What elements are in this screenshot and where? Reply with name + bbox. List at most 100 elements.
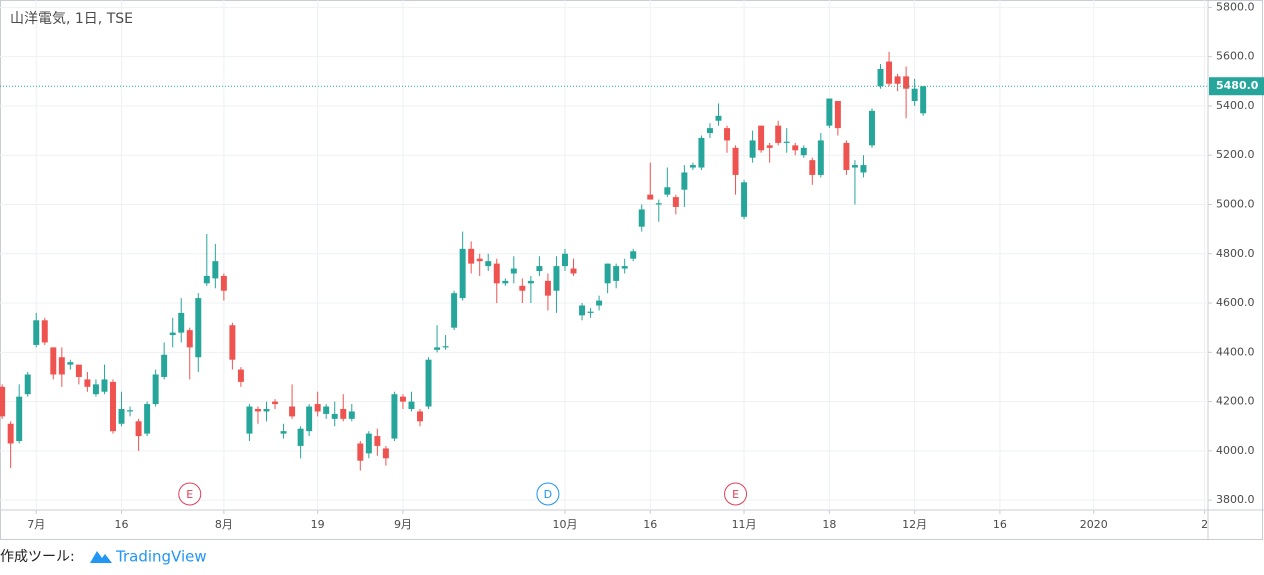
candle-body (843, 142, 850, 170)
candle-body (655, 203, 662, 205)
x-tick-label: 7月 (27, 518, 45, 531)
candle-body (434, 347, 441, 350)
candle-body (451, 293, 458, 328)
candle-body (399, 396, 406, 402)
candle-body (84, 379, 91, 387)
candle-body (212, 261, 219, 279)
candle-body (101, 379, 108, 392)
candle-body (613, 266, 620, 281)
x-tick-label: 10月 (552, 518, 577, 531)
grid (0, 0, 1208, 510)
candle-body (817, 140, 824, 175)
candle-body (50, 347, 57, 375)
candle-body (203, 275, 210, 284)
candle-body (706, 128, 713, 134)
candle-body (741, 182, 748, 217)
y-tick-label: 5800.0 (1216, 0, 1255, 13)
candle-body (331, 413, 338, 419)
candle-body (834, 101, 841, 129)
candle-body (75, 364, 82, 377)
candle-body (869, 110, 875, 146)
candle-body (553, 266, 560, 291)
x-tick-label: 16 (993, 518, 1007, 531)
candle-body (792, 145, 799, 151)
candle-body (911, 88, 918, 102)
x-tick-label: 12月 (902, 518, 927, 531)
event-label: D (544, 488, 552, 501)
candle-body (758, 125, 765, 151)
candle-body (596, 300, 603, 306)
chart-title: 山洋電気, 1日, TSE (10, 11, 133, 27)
candle-body (630, 251, 637, 259)
event-marker (178, 482, 202, 506)
candle-body (41, 320, 48, 343)
candle-body (289, 406, 296, 417)
candle-body (391, 394, 398, 439)
candle-body (110, 381, 116, 432)
event-label: E (732, 488, 739, 501)
candle-body (851, 165, 858, 168)
x-tick-label: 11月 (732, 518, 757, 531)
x-tick-label: 19 (311, 518, 325, 531)
candle-body (877, 68, 884, 87)
y-tick-label: 5000.0 (1216, 197, 1255, 210)
candle-body (647, 194, 654, 200)
candle-body (382, 448, 389, 459)
candle-body (638, 209, 645, 227)
candle-body (783, 141, 790, 143)
candle-body (664, 187, 671, 195)
x-tick-label: 2020 (1080, 518, 1108, 531)
candle-body (306, 406, 313, 432)
candle-body (323, 406, 330, 414)
candle-body (67, 362, 74, 365)
candle-body (519, 285, 526, 291)
candle-body (408, 401, 415, 409)
candle-body (357, 443, 364, 461)
candle-body (903, 76, 910, 89)
axes: 3800.0 4000.0 4200.0 4400.0 4600.0 4800.0 5000… (27, 0, 1264, 531)
candle-body (715, 115, 722, 121)
x-tick-label: 16 (115, 518, 129, 531)
footer-brand[interactable]: TradingView (115, 548, 207, 566)
candle-body (527, 280, 534, 284)
candle-body (144, 404, 151, 434)
x-tick-label: 9月 (394, 518, 412, 531)
candle-body (544, 280, 551, 296)
candle-body (766, 145, 773, 148)
last-price-box (1209, 77, 1264, 96)
candle-body (800, 147, 807, 156)
candle-body (809, 160, 816, 175)
candle-body (672, 197, 679, 207)
candle-body (340, 408, 347, 419)
candle-body (254, 408, 261, 412)
candle-body (459, 248, 466, 299)
candle-body (681, 172, 688, 190)
candle-body (178, 312, 185, 333)
candle-body (280, 431, 287, 434)
candle-body (7, 423, 14, 444)
candle-body (186, 330, 193, 348)
candle-body (493, 263, 500, 284)
candle-body (169, 332, 176, 336)
y-tick-label: 4200.0 (1216, 395, 1255, 408)
candle-body (314, 404, 321, 412)
candle-body (297, 428, 304, 446)
candle-body (826, 98, 833, 126)
candle-body (152, 374, 159, 405)
candle-body (442, 346, 449, 348)
frame (0, 0, 1263, 540)
candle-body (0, 386, 6, 417)
event-label: E (186, 488, 193, 501)
candle-body (33, 320, 40, 345)
candle-body (724, 128, 731, 141)
y-tick-label: 5600.0 (1216, 50, 1255, 63)
candle-body (16, 396, 23, 442)
candle-body (476, 258, 483, 262)
y-tick-label: 5200.0 (1216, 148, 1255, 161)
candle-body (698, 137, 705, 168)
last-price-label: 5480.0 (1216, 79, 1259, 92)
candle-body (536, 266, 543, 272)
candle-body (24, 374, 31, 395)
candle-body (579, 305, 586, 316)
